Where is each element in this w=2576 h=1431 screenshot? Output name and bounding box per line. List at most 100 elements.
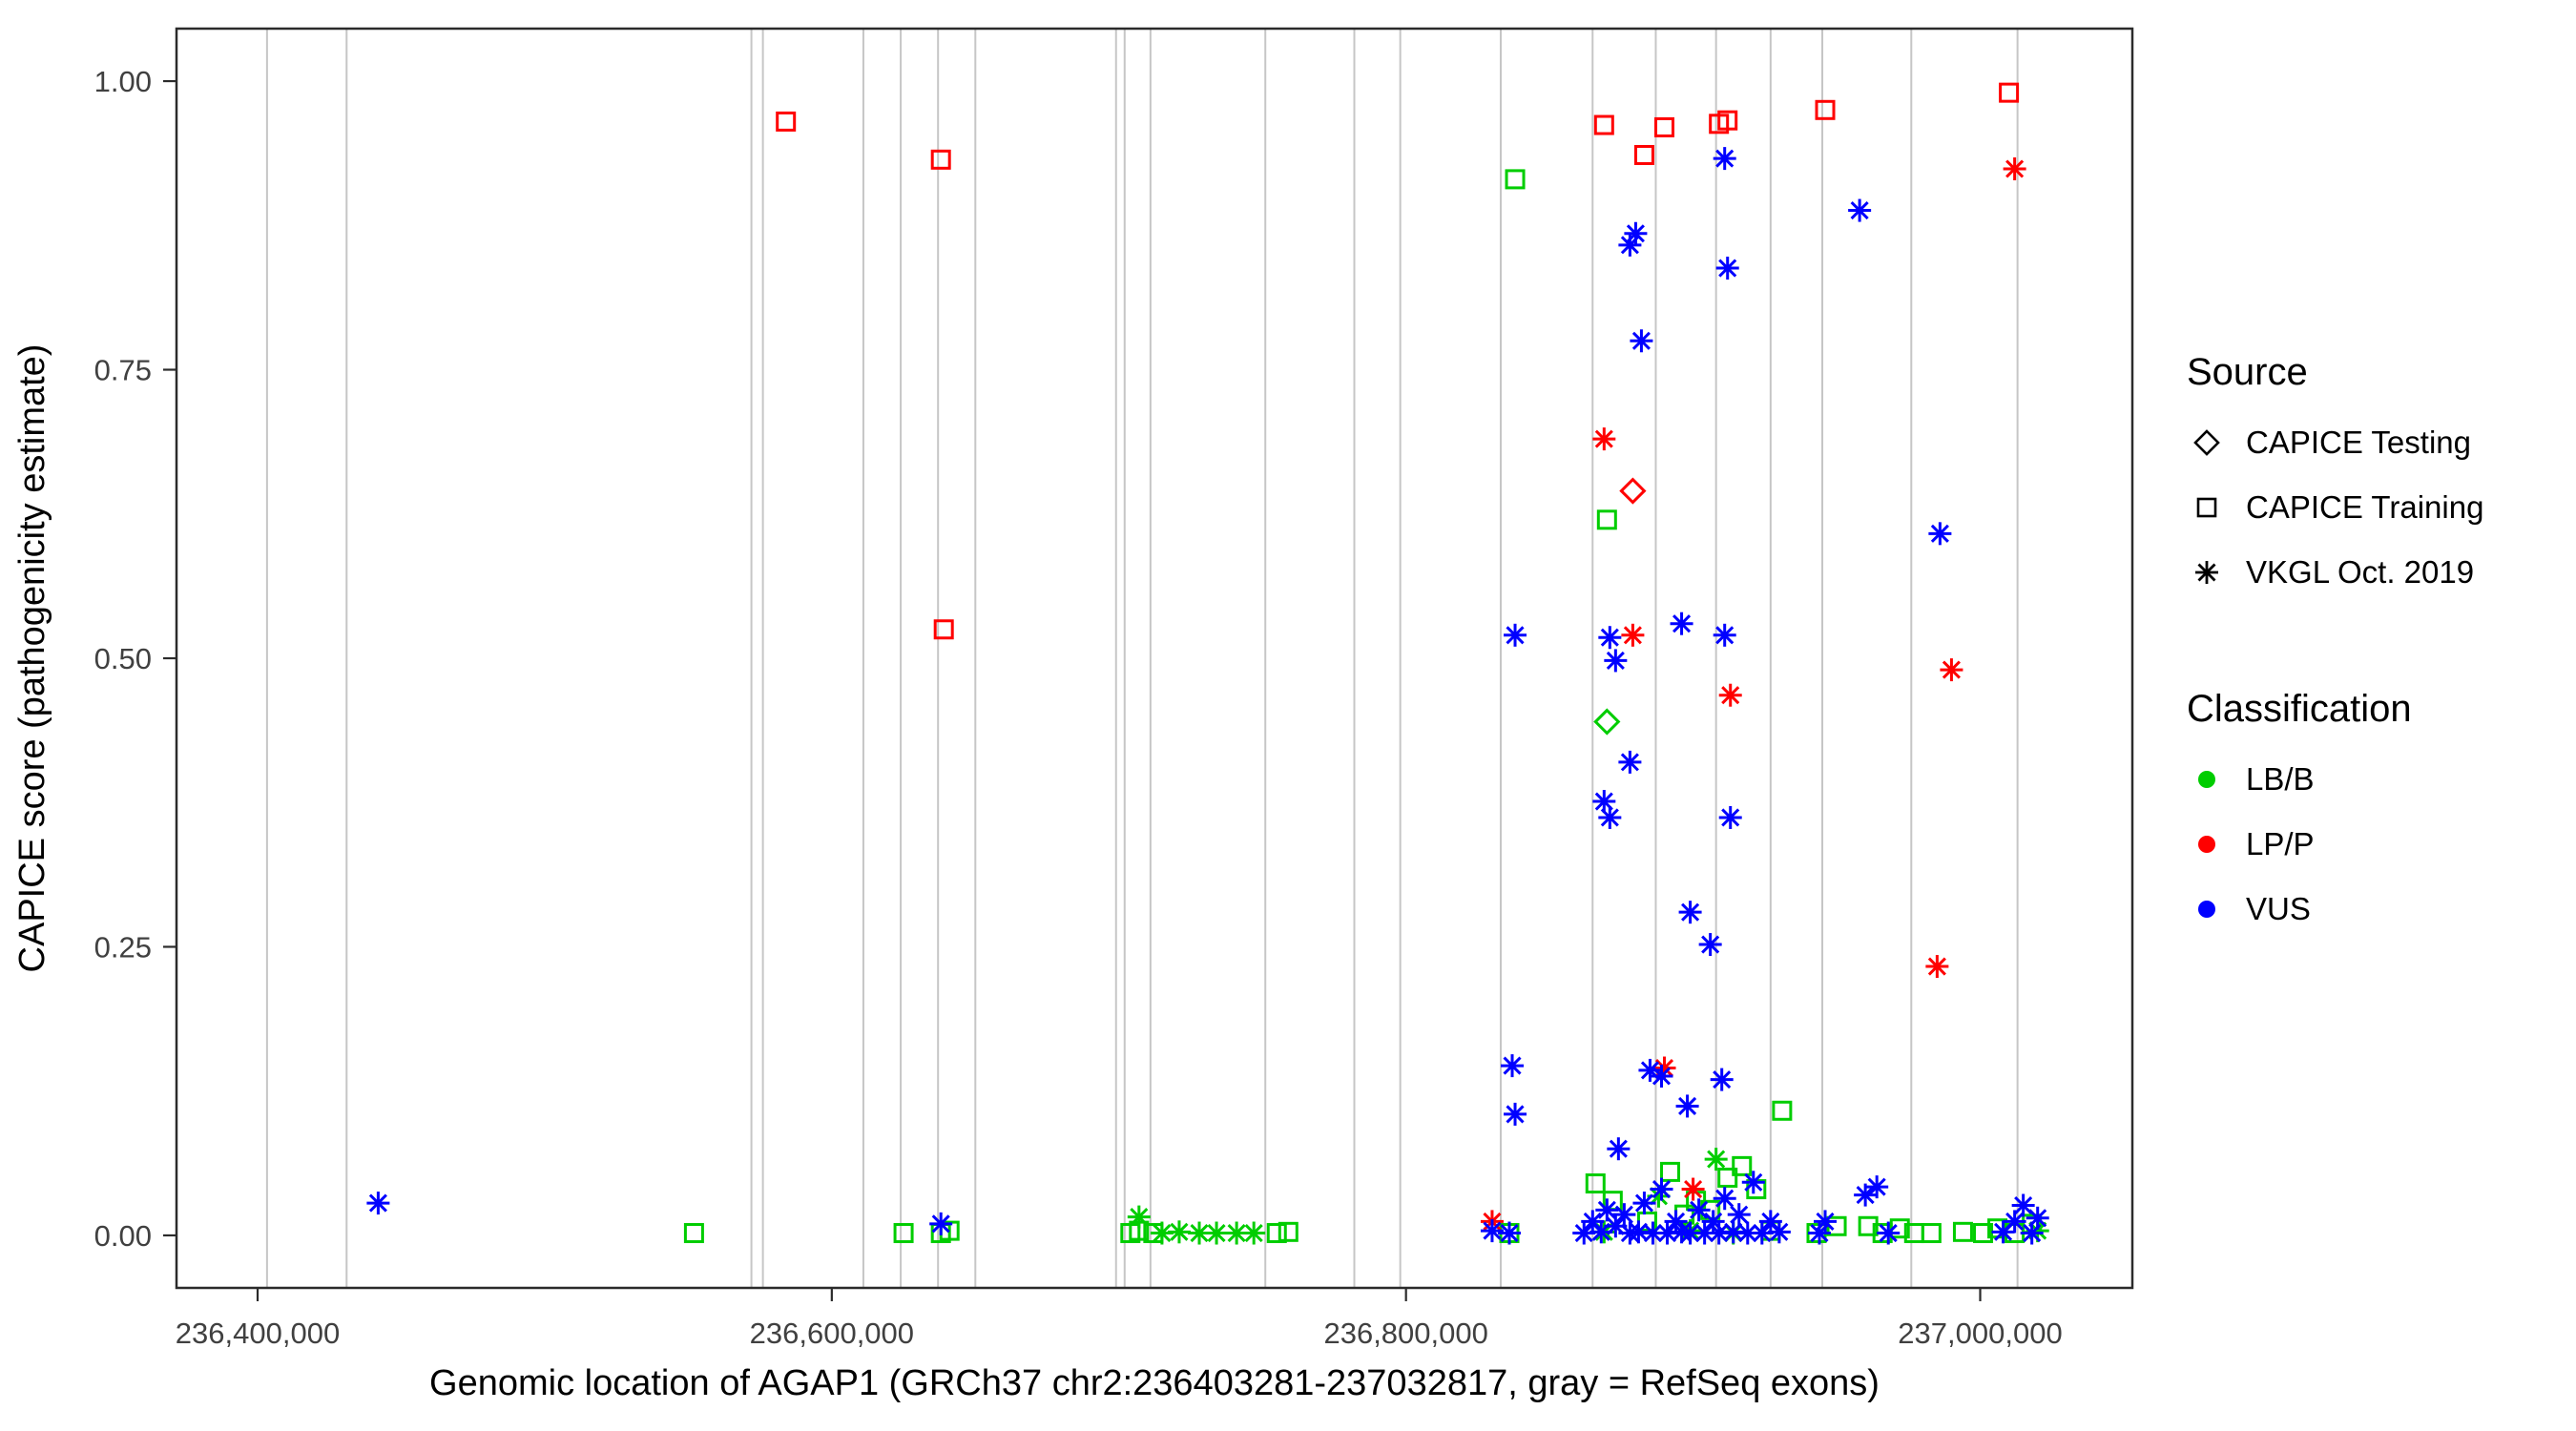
vkgl-vus-point	[1618, 750, 1642, 774]
data-points	[366, 82, 2049, 1245]
capice-training-lbb-point	[1596, 509, 1617, 530]
capice-training-lbb-point	[1732, 1155, 1753, 1176]
x-tick-label: 236,400,000	[176, 1317, 340, 1350]
vkgl-vus-point	[1877, 1221, 1901, 1245]
vkgl-vus-point	[1928, 522, 1952, 546]
vkgl-lpp-point	[1925, 955, 1949, 979]
capice-training-lpp-point	[1654, 116, 1675, 137]
legend-item-label: LP/P	[2246, 826, 2315, 861]
vkgl-vus-point	[1598, 805, 1622, 829]
capice-training-lbb-point	[1585, 1173, 1606, 1194]
vkgl-vus-point	[1595, 1198, 1619, 1222]
capice-training-lbb-point	[1952, 1221, 1973, 1242]
scatter-plot: 236,400,000 236,600,000 236,800,000 237,000…	[12, 27, 2134, 1403]
vkgl-vus-point	[2025, 1206, 2049, 1230]
vkgl-vus-point	[1504, 1102, 1527, 1126]
legend-item-label: VKGL Oct. 2019	[2246, 554, 2475, 590]
y-tick-label: 1.00	[94, 65, 152, 98]
capice-training-lbb-point	[683, 1223, 704, 1244]
vkgl-vus-point	[1624, 221, 1648, 245]
capice-training-lpp-point	[1633, 144, 1654, 165]
vkgl-vus-point	[1687, 1198, 1711, 1222]
capice-training-lpp-point	[1593, 114, 1614, 135]
legend-item-capice-training: CAPICE Training	[2187, 487, 2568, 528]
vkgl-vus-point	[1632, 1192, 1656, 1215]
vkgl-vus-point	[1612, 1203, 1636, 1227]
dot-icon-lpp	[2187, 824, 2227, 864]
vkgl-lpp-point	[1718, 683, 1742, 707]
vkgl-vus-point	[1501, 1054, 1525, 1078]
vkgl-vus-point	[2011, 1193, 2035, 1217]
vkgl-vus-point	[1480, 1219, 1504, 1243]
vkgl-vus-point	[1498, 1221, 1522, 1245]
x-tick-label: 237,000,000	[1898, 1317, 2062, 1350]
capice-training-lpp-point	[776, 111, 797, 132]
vkgl-vus-point	[1741, 1171, 1765, 1194]
capice-training-lbb-point	[1858, 1215, 1879, 1236]
legend-item-label: VUS	[2246, 891, 2311, 926]
vkgl-lbb-point	[1127, 1205, 1151, 1229]
x-tick-label: 236,600,000	[750, 1317, 914, 1350]
vkgl-vus-point	[1604, 649, 1628, 673]
vkgl-vus-point	[1710, 1068, 1734, 1091]
vkgl-vus-point	[929, 1212, 953, 1235]
square-icon	[2187, 487, 2227, 528]
refseq-exon-lines	[265, 29, 2019, 1288]
capice-training-lpp-point	[1717, 110, 1738, 131]
vkgl-vus-point	[1675, 1094, 1699, 1118]
y-axis-title: CAPICE score (pathogenicity estimate)	[12, 344, 52, 973]
legend-classification-title: Classification	[2187, 688, 2412, 730]
vkgl-vus-point	[1678, 901, 1702, 924]
vkgl-vus-point	[1715, 257, 1739, 280]
vkgl-vus-point	[1713, 1187, 1736, 1211]
vkgl-lpp-point	[2003, 157, 2026, 181]
legend-source: Source CAPICE Testing CAPICE Training	[2187, 351, 2568, 592]
vkgl-vus-point	[1713, 147, 1736, 171]
capice-testing-lpp-point	[1619, 477, 1647, 505]
legend-classification: Classification LB/B LP/P	[2187, 688, 2568, 929]
vkgl-vus-point	[366, 1192, 390, 1215]
legend-item-label: CAPICE Training	[2246, 489, 2484, 525]
vkgl-vus-point	[1713, 623, 1736, 647]
vkgl-vus-point	[1693, 1221, 1716, 1245]
capice-training-lbb-point	[1973, 1223, 1994, 1244]
capice-training-lbb-point	[1772, 1100, 1793, 1121]
legend-item-vkgl: VKGL Oct. 2019	[2187, 552, 2568, 592]
capice-training-lbb-point	[1921, 1223, 1942, 1244]
legend-item-vus: VUS	[2187, 889, 2568, 929]
vkgl-vus-point	[1670, 612, 1693, 635]
vkgl-vus-point	[1630, 329, 1653, 353]
vkgl-vus-point	[2003, 1210, 2026, 1234]
vkgl-vus-point	[1698, 933, 1722, 957]
vkgl-lbb-point	[1205, 1221, 1229, 1245]
legend: Source CAPICE Testing CAPICE Training	[2187, 351, 2568, 1025]
y-tick-label: 0.25	[94, 930, 152, 964]
asterisk-icon	[2187, 552, 2227, 592]
x-tick-label: 236,800,000	[1323, 1317, 1487, 1350]
capice-training-lbb-point	[1660, 1161, 1681, 1182]
capice-testing-lbb-point	[1593, 708, 1621, 736]
y-tick-label: 0.00	[94, 1219, 152, 1253]
legend-item-capice-testing: CAPICE Testing	[2187, 423, 2568, 463]
vkgl-lbb-point	[1167, 1220, 1191, 1244]
vkgl-vus-point	[1854, 1183, 1878, 1207]
legend-item-label: LB/B	[2246, 761, 2315, 797]
vkgl-vus-point	[1848, 198, 1872, 222]
vkgl-vus-point	[1767, 1220, 1791, 1244]
capice-training-lbb-point	[1717, 1167, 1738, 1188]
legend-item-lbb: LB/B	[2187, 759, 2568, 799]
capice-training-lpp-point	[933, 619, 954, 640]
dot-icon-vus	[2187, 889, 2227, 929]
legend-item-label: CAPICE Testing	[2246, 425, 2471, 460]
y-tick-label: 0.75	[94, 354, 152, 387]
vkgl-vus-point	[1814, 1210, 1838, 1234]
capice-training-lpp-point	[1815, 99, 1836, 120]
vkgl-vus-point	[1504, 623, 1527, 647]
dot-icon-lbb	[2187, 759, 2227, 799]
capice-training-lpp-point	[1999, 82, 2020, 103]
capice-training-lbb-point	[1266, 1223, 1287, 1244]
capice-training-lbb-point	[893, 1223, 914, 1244]
capice-training-lpp-point	[930, 149, 951, 170]
vkgl-vus-point	[1750, 1221, 1774, 1245]
